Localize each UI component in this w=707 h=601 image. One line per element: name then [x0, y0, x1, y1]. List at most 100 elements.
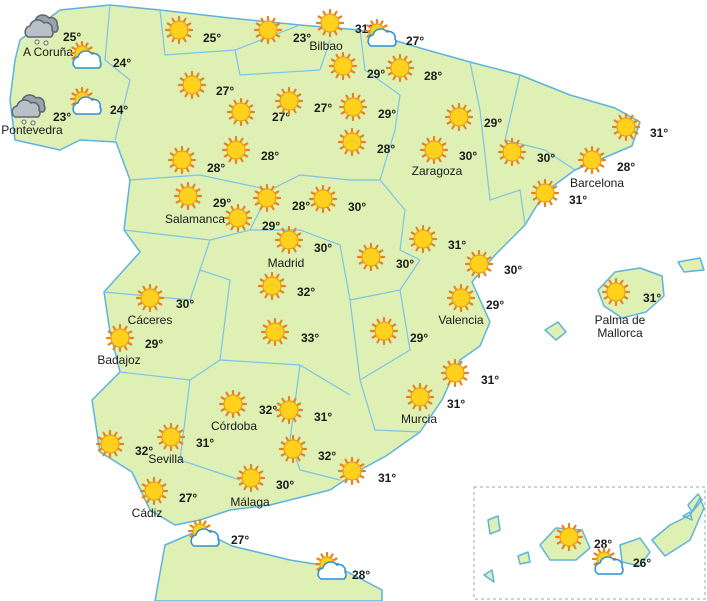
sun-ray: [485, 267, 492, 272]
sun-ray: [281, 397, 286, 404]
sun-ray: [608, 298, 613, 305]
temperature: 28°: [207, 161, 225, 175]
sun-icon: [274, 86, 304, 116]
sun-ray: [292, 397, 297, 404]
sun-ray: [387, 71, 394, 76]
sun-ray: [451, 104, 456, 111]
sun-ray: [260, 17, 265, 24]
sun-ray: [315, 186, 320, 193]
sun-icon: [218, 389, 248, 419]
sun-icon: [139, 476, 169, 506]
sun-ray: [377, 260, 384, 265]
sun-cloud-icon: [187, 518, 220, 547]
sun-ray: [618, 133, 623, 140]
sun-disc: [374, 321, 394, 341]
rain-drop: [21, 119, 27, 125]
sun-ray: [415, 226, 420, 233]
sun-ray: [504, 158, 509, 165]
sun-ray: [561, 524, 566, 531]
sun-disc: [279, 230, 299, 250]
temperature: 29°: [486, 298, 504, 312]
mallorca: [597, 267, 665, 319]
sun-ray: [220, 407, 227, 412]
temperature: 28°: [594, 537, 612, 551]
temperature: 30°: [459, 149, 477, 163]
sun-ray: [464, 304, 469, 311]
sun-ray: [499, 155, 506, 160]
city-name: Madrid: [268, 256, 305, 270]
temperature: 23°: [53, 110, 71, 124]
sun-ray: [344, 477, 349, 484]
sun-ray: [548, 180, 553, 187]
sun-ray: [278, 338, 283, 345]
sun-ray: [376, 337, 381, 344]
sun-ray: [333, 29, 338, 36]
temperature: 30°: [537, 151, 555, 165]
sun-icon: [278, 434, 308, 464]
sun-ray: [254, 201, 261, 206]
sun-ray: [584, 166, 589, 173]
sun-disc: [606, 282, 626, 302]
sun-ray: [220, 396, 227, 401]
sun-ray: [247, 104, 254, 109]
sun-ray: [390, 323, 397, 328]
sun-ray: [259, 289, 266, 294]
sun-ray: [102, 431, 107, 438]
sun-ray: [239, 396, 246, 401]
temperature: 30°: [276, 478, 294, 492]
sun-ray: [194, 188, 201, 193]
sun-ray: [123, 325, 128, 332]
temperature: 27°: [314, 101, 332, 115]
sun-ray: [254, 484, 259, 491]
sun-ray: [458, 360, 463, 367]
sun-icon: [554, 522, 584, 552]
sun-ray: [274, 33, 281, 38]
sun-ray: [339, 145, 346, 150]
sun-ray: [260, 36, 265, 43]
city-name: Badajoz: [97, 353, 140, 367]
sun-ray: [349, 58, 356, 63]
sun-ray: [142, 304, 147, 311]
sun-ray: [366, 24, 373, 29]
sun-ray: [243, 484, 248, 491]
sun-ray: [239, 156, 244, 163]
sun-ray: [292, 227, 297, 234]
sun-icon: [226, 97, 256, 127]
sun-ray: [593, 552, 600, 557]
sun-ray: [281, 227, 286, 234]
temperature: 31°: [481, 373, 499, 387]
sun-ray: [451, 123, 456, 130]
sun-disc: [320, 13, 340, 33]
sun-ray: [157, 497, 162, 504]
sun-ray: [202, 520, 207, 527]
sun-ray: [276, 93, 283, 98]
sun-ray: [355, 148, 360, 155]
sun-icon: [440, 358, 470, 388]
sun-ray: [233, 118, 238, 125]
sun-ray: [379, 20, 384, 27]
sun-ray: [238, 470, 245, 475]
sun-ray: [259, 185, 264, 192]
sun-disc: [342, 132, 362, 152]
sun-ray: [230, 224, 235, 231]
temperature: 31°: [447, 397, 465, 411]
sun-ray: [241, 205, 246, 212]
sun-ray: [370, 20, 375, 27]
sun-ray: [86, 92, 93, 97]
sun-ray: [392, 55, 397, 62]
sun-ray: [371, 323, 378, 328]
sun-ray: [295, 232, 302, 237]
sun-ray: [336, 15, 343, 20]
temperature: 28°: [292, 199, 310, 213]
sun-ray: [344, 458, 349, 465]
temperature: 31°: [643, 291, 661, 305]
sun-ray: [180, 202, 185, 209]
sun-ray: [485, 256, 492, 261]
sun-ray: [330, 58, 337, 63]
sun-icon: [464, 249, 494, 279]
sun-ray: [267, 338, 272, 345]
sun-ray: [310, 202, 317, 207]
sun-ray: [236, 391, 241, 398]
sun-ray: [185, 33, 192, 38]
temperature: 29°: [484, 116, 502, 130]
